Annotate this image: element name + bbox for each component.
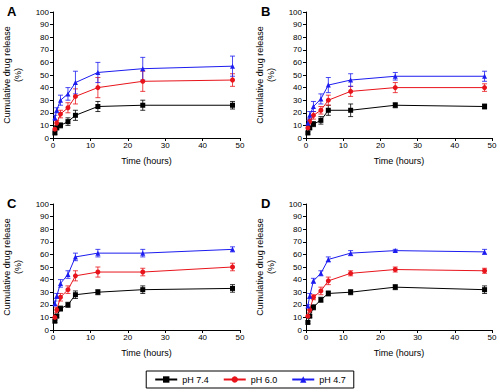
svg-text:30: 30 [40,96,49,105]
svg-text:C: C [7,196,17,211]
svg-text:50: 50 [236,141,245,150]
svg-text:50: 50 [293,71,302,80]
svg-text:A: A [7,4,17,19]
svg-text:60: 60 [40,58,49,67]
svg-text:0: 0 [45,326,50,335]
svg-text:pH 4.7: pH 4.7 [319,375,346,385]
svg-text:50: 50 [40,71,49,80]
svg-text:10: 10 [339,333,348,342]
svg-text:100: 100 [36,8,50,17]
svg-text:20: 20 [40,300,49,309]
svg-text:Cumulative drug release: Cumulative drug release [255,26,265,124]
svg-text:10: 10 [40,313,49,322]
svg-text:90: 90 [40,212,49,221]
svg-text:10: 10 [40,121,49,130]
svg-text:10: 10 [293,313,302,322]
svg-text:80: 80 [293,225,302,234]
svg-text:100: 100 [36,200,50,209]
svg-text:30: 30 [413,141,422,150]
svg-text:(%): (%) [266,260,276,274]
svg-text:10: 10 [339,141,348,150]
svg-text:30: 30 [293,96,302,105]
svg-text:50: 50 [293,263,302,272]
svg-text:90: 90 [293,212,302,221]
svg-text:60: 60 [293,58,302,67]
svg-text:0: 0 [298,326,303,335]
svg-text:20: 20 [123,333,132,342]
svg-text:pH 7.4: pH 7.4 [182,375,209,385]
svg-text:30: 30 [161,141,170,150]
svg-text:70: 70 [40,237,49,246]
svg-text:20: 20 [293,108,302,117]
svg-text:B: B [261,4,270,19]
svg-text:60: 60 [293,250,302,259]
svg-text:40: 40 [450,333,459,342]
svg-text:Time (hours): Time (hours) [121,156,172,166]
svg-text:10: 10 [86,333,95,342]
svg-text:Cumulative drug release: Cumulative drug release [2,218,12,316]
svg-text:10: 10 [293,121,302,130]
svg-text:Cumulative drug release: Cumulative drug release [2,26,12,124]
svg-text:Cumulative drug release: Cumulative drug release [255,218,265,316]
svg-text:D: D [261,196,270,211]
svg-text:0: 0 [51,141,56,150]
svg-text:(%): (%) [13,260,23,274]
svg-text:50: 50 [236,333,245,342]
svg-text:20: 20 [376,141,385,150]
svg-text:20: 20 [376,333,385,342]
svg-text:pH 6.0: pH 6.0 [251,375,278,385]
svg-text:(%): (%) [13,68,23,82]
svg-text:40: 40 [40,275,49,284]
svg-text:Time (hours): Time (hours) [121,348,172,358]
svg-text:100: 100 [289,8,303,17]
svg-text:90: 90 [40,20,49,29]
svg-text:30: 30 [40,288,49,297]
svg-text:0: 0 [298,134,303,143]
svg-text:0: 0 [51,333,56,342]
svg-text:60: 60 [40,250,49,259]
svg-text:40: 40 [198,333,207,342]
svg-text:20: 20 [123,141,132,150]
svg-text:50: 50 [488,333,497,342]
svg-text:40: 40 [293,83,302,92]
svg-text:40: 40 [40,83,49,92]
svg-text:0: 0 [45,134,50,143]
svg-text:0: 0 [304,333,309,342]
svg-text:0: 0 [304,141,309,150]
svg-text:40: 40 [198,141,207,150]
svg-text:40: 40 [293,275,302,284]
svg-text:30: 30 [161,333,170,342]
svg-text:40: 40 [450,141,459,150]
svg-text:30: 30 [293,288,302,297]
svg-text:(%): (%) [266,68,276,82]
svg-text:80: 80 [293,33,302,42]
svg-text:70: 70 [40,45,49,54]
svg-text:Time (hours): Time (hours) [374,156,425,166]
svg-text:50: 50 [488,141,497,150]
svg-text:70: 70 [293,45,302,54]
svg-text:70: 70 [293,237,302,246]
svg-text:50: 50 [40,263,49,272]
svg-text:Time (hours): Time (hours) [374,348,425,358]
svg-text:100: 100 [289,200,303,209]
svg-text:80: 80 [40,225,49,234]
svg-text:30: 30 [413,333,422,342]
svg-text:10: 10 [86,141,95,150]
svg-text:20: 20 [40,108,49,117]
svg-text:80: 80 [40,33,49,42]
svg-text:90: 90 [293,20,302,29]
svg-text:20: 20 [293,300,302,309]
